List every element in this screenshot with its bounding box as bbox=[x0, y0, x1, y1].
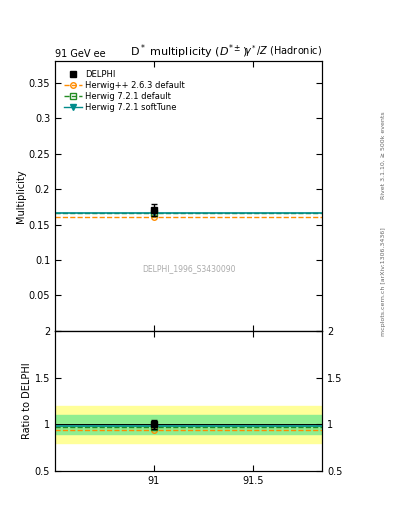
Text: DELPHI_1996_S3430090: DELPHI_1996_S3430090 bbox=[142, 264, 235, 273]
Bar bbox=[55, 415, 322, 434]
Legend: DELPHI, Herwig++ 2.6.3 default, Herwig 7.2.1 default, Herwig 7.2.1 softTune: DELPHI, Herwig++ 2.6.3 default, Herwig 7… bbox=[62, 68, 187, 114]
Bar bbox=[55, 406, 322, 443]
Y-axis label: Ratio to DELPHI: Ratio to DELPHI bbox=[22, 362, 32, 439]
Text: mcplots.cern.ch [arXiv:1306.3436]: mcplots.cern.ch [arXiv:1306.3436] bbox=[381, 227, 386, 336]
Y-axis label: Multiplicity: Multiplicity bbox=[16, 169, 26, 223]
Title: D$^*$ multiplicity ($D^{*\pm}$): D$^*$ multiplicity ($D^{*\pm}$) bbox=[130, 43, 248, 61]
Text: $\gamma^*/Z$ (Hadronic): $\gamma^*/Z$ (Hadronic) bbox=[244, 43, 322, 59]
Text: Rivet 3.1.10, ≥ 500k events: Rivet 3.1.10, ≥ 500k events bbox=[381, 112, 386, 199]
Text: 91 GeV ee: 91 GeV ee bbox=[55, 49, 106, 59]
